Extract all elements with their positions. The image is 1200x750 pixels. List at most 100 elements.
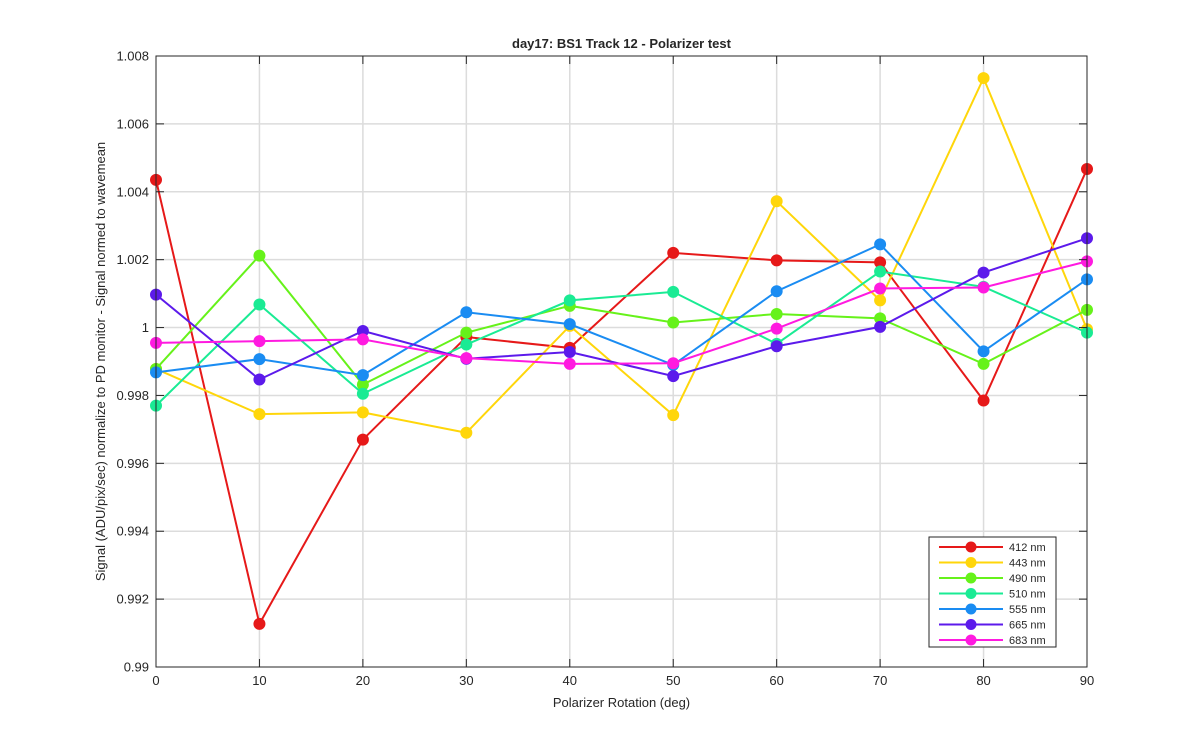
x-tick-label: 90 [1080,673,1094,688]
series-line-443-nm [155,75,1088,434]
legend-label: 510 nm [1009,589,1046,601]
series-line-412-nm [155,168,1088,627]
x-axis-label: Polarizer Rotation (deg) [553,695,690,710]
y-tick-label: 0.994 [116,524,149,539]
x-tick-label: 60 [769,673,783,688]
series-683-nm [150,255,1093,370]
data-point-490-nm [977,357,990,370]
data-point-412-nm [667,246,680,259]
legend-item-490-nm: 490 nm [939,572,1046,585]
legend-label: 683 nm [1009,635,1046,647]
data-point-510-nm [356,387,369,400]
x-tick-label: 10 [252,673,266,688]
series-line-683-nm [155,260,1088,365]
data-point-555-nm [253,353,266,366]
data-point-443-nm [977,72,990,85]
data-point-412-nm [770,254,783,267]
legend-label: 490 nm [1009,573,1046,585]
y-tick-label: 0.992 [116,592,149,607]
data-point-683-nm [770,322,783,335]
data-point-555-nm [977,345,990,358]
y-tick-label: 1.008 [116,49,149,64]
data-point-665-nm [874,320,887,333]
legend-item-412-nm: 412 nm [939,541,1046,554]
legend-label: 555 nm [1009,604,1046,616]
data-point-555-nm [874,238,887,251]
series-lines [150,72,1093,630]
legend-item-683-nm: 683 nm [939,634,1046,647]
data-point-555-nm [563,318,576,331]
data-point-683-nm [253,335,266,348]
legend-label: 412 nm [1009,542,1046,554]
data-point-412-nm [253,617,266,630]
data-point-443-nm [667,409,680,422]
y-tick-label: 0.996 [116,456,149,471]
series-line-510-nm [155,270,1088,407]
legend-item-665-nm: 665 nm [939,619,1046,632]
data-point-510-nm [460,338,473,351]
data-point-443-nm [874,294,887,307]
data-point-490-nm [770,307,783,320]
data-point-665-nm [667,370,680,383]
legend-marker [965,603,977,615]
data-point-683-nm [977,281,990,294]
legend-label: 665 nm [1009,620,1046,632]
data-point-683-nm [356,333,369,346]
data-point-555-nm [770,285,783,298]
chart-title: day17: BS1 Track 12 - Polarizer test [512,36,732,51]
legend-marker [965,619,977,630]
series-line-490-nm [155,254,1088,386]
legend-box [928,536,1057,648]
legend-marker [965,572,977,584]
legend-item-555-nm: 555 nm [939,603,1046,616]
data-point-665-nm [770,340,783,353]
x-tick-label: 50 [666,673,680,688]
data-point-683-nm [563,357,576,370]
data-point-443-nm [460,426,473,439]
data-point-443-nm [253,408,266,421]
data-point-510-nm [667,285,680,298]
y-tick-label: 1.006 [116,116,149,131]
data-point-683-nm [874,282,887,295]
data-point-683-nm [460,352,473,365]
y-tick-label: 1 [142,320,149,335]
axes-frame [155,55,1088,668]
data-point-665-nm [563,345,576,358]
data-point-443-nm [770,195,783,208]
legend-label: 443 nm [1009,558,1046,570]
x-tick-label: 0 [152,673,159,688]
legend-marker [965,557,977,568]
data-point-510-nm [874,265,887,278]
y-tick-label: 0.99 [124,660,149,675]
axis-ticks: 0 10 20 30 40 50 60 70 80 90 0.99 0.992 0.994 0.996 0.… [116,49,1094,689]
data-point-412-nm [977,394,990,407]
data-point-665-nm [977,266,990,279]
data-point-510-nm [563,294,576,307]
data-point-490-nm [253,249,266,262]
legend-marker [965,634,977,646]
data-point-510-nm [253,298,266,311]
y-axis-label: Signal (ADU/pix/sec) normalize to PD mon… [93,142,108,581]
data-point-412-nm [356,433,369,446]
x-tick-label: 80 [976,673,990,688]
legend-marker [965,541,977,553]
data-point-665-nm [253,373,266,386]
legend-item-443-nm: 443 nm [939,557,1046,570]
legend-marker [965,588,977,599]
data-point-490-nm [460,326,473,339]
data-point-683-nm [667,357,680,370]
x-tick-label: 70 [873,673,887,688]
data-point-490-nm [667,316,680,329]
y-tick-label: 0.998 [116,388,149,403]
x-tick-label: 20 [356,673,370,688]
data-point-555-nm [356,369,369,382]
x-tick-label: 30 [459,673,473,688]
series-490-nm [150,249,1093,391]
y-tick-label: 1.002 [116,252,149,267]
legend-item-510-nm: 510 nm [939,588,1046,601]
data-point-555-nm [460,306,473,319]
legend: 412 nm 443 nm 490 nm 510 nm 555 nm 665 nm 683 … [928,536,1057,648]
data-point-443-nm [356,406,369,419]
y-tick-label: 1.004 [116,184,149,199]
